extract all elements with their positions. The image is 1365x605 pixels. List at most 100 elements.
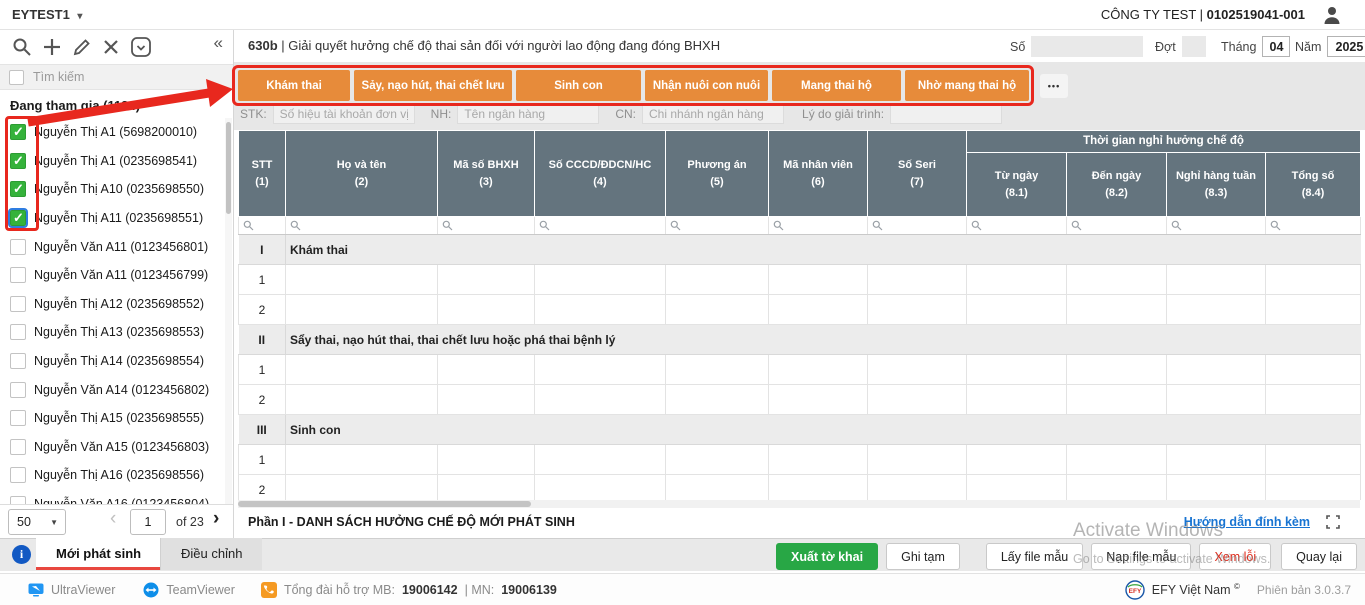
cell[interactable] xyxy=(534,384,666,416)
cn-input[interactable] xyxy=(642,104,785,124)
year-input[interactable] xyxy=(1327,36,1365,57)
cell[interactable] xyxy=(285,474,438,500)
filter-cell[interactable] xyxy=(1265,216,1361,236)
cell[interactable] xyxy=(1166,444,1266,476)
cell[interactable] xyxy=(285,264,438,296)
load-template-button[interactable]: Nạp file mẫu xyxy=(1091,543,1192,570)
cell[interactable] xyxy=(768,294,868,326)
list-item[interactable]: Nguyễn Thị A10 (0235698550) xyxy=(0,175,224,204)
cell[interactable] xyxy=(534,444,666,476)
save-draft-button[interactable]: Ghi tạm xyxy=(886,543,960,570)
add-icon[interactable] xyxy=(42,37,62,57)
checkbox-checked[interactable] xyxy=(10,152,26,169)
cell[interactable] xyxy=(437,474,535,500)
cell[interactable] xyxy=(665,444,769,476)
dot-input[interactable] xyxy=(1181,36,1206,57)
list-item[interactable]: Nguyễn Văn A14 (0123456802) xyxy=(0,375,224,404)
cell[interactable] xyxy=(285,354,438,386)
cell[interactable] xyxy=(768,444,868,476)
list-item[interactable]: Nguyễn Văn A11 (0123456801) xyxy=(0,232,224,261)
cell[interactable] xyxy=(1066,384,1167,416)
table-hscrollbar-thumb[interactable] xyxy=(238,501,531,507)
checkbox[interactable] xyxy=(10,496,26,504)
cell[interactable] xyxy=(1265,354,1361,386)
cell[interactable] xyxy=(534,264,666,296)
cell[interactable] xyxy=(1265,294,1361,326)
checkbox-checked[interactable] xyxy=(10,181,26,198)
cell[interactable] xyxy=(867,444,967,476)
cell[interactable] xyxy=(1166,354,1266,386)
filter-cell[interactable] xyxy=(238,216,286,236)
cell[interactable] xyxy=(966,384,1067,416)
cell[interactable] xyxy=(966,294,1067,326)
checkbox[interactable] xyxy=(10,467,26,484)
attachment-help-link[interactable]: Hướng dẫn đính kèm xyxy=(1183,515,1310,529)
ultraviewer-link[interactable]: UltraViewer xyxy=(28,583,115,597)
cell[interactable] xyxy=(285,294,438,326)
checkbox-checked[interactable] xyxy=(10,124,26,141)
cell[interactable] xyxy=(966,444,1067,476)
page-size-select[interactable]: 50 ▼ xyxy=(8,509,66,535)
stk-input[interactable] xyxy=(272,104,415,124)
cell[interactable] xyxy=(665,294,769,326)
cell[interactable] xyxy=(1265,474,1361,500)
teamviewer-link[interactable]: TeamViewer xyxy=(143,582,235,598)
collapse-sidebar-icon[interactable]: « xyxy=(213,33,223,52)
list-item[interactable]: Nguyễn Văn A15 (0123456803) xyxy=(0,433,224,462)
month-input[interactable] xyxy=(1262,36,1291,57)
list-item[interactable]: Nguyễn Thị A12 (0235698552) xyxy=(0,290,224,319)
filter-cell[interactable] xyxy=(534,216,666,236)
sidebar-scrollbar-thumb[interactable] xyxy=(226,122,231,214)
list-item[interactable]: Nguyễn Thị A11 (0235698551) xyxy=(0,204,224,233)
checkbox[interactable] xyxy=(10,381,26,398)
regime-button-nho-mang-thai-ho[interactable]: Nhờ mang thai hộ xyxy=(905,70,1029,101)
cell[interactable] xyxy=(1166,294,1266,326)
regime-button-sinh-con[interactable]: Sinh con xyxy=(516,70,641,101)
cell[interactable] xyxy=(966,354,1067,386)
cell[interactable] xyxy=(1265,444,1361,476)
filter-cell[interactable] xyxy=(437,216,535,236)
cell[interactable] xyxy=(665,384,769,416)
info-icon[interactable]: i xyxy=(12,545,31,564)
checkbox-checked-focused[interactable] xyxy=(8,208,28,229)
checkbox[interactable] xyxy=(10,353,26,370)
cell[interactable] xyxy=(534,474,666,500)
cell[interactable] xyxy=(1166,474,1266,500)
cell[interactable] xyxy=(437,384,535,416)
list-item[interactable]: Nguyễn Thị A1 (5698200010) xyxy=(0,118,224,147)
view-errors-button[interactable]: Xem lỗi xyxy=(1199,543,1272,570)
filter-cell[interactable] xyxy=(1066,216,1167,236)
get-template-button[interactable]: Lấy file mẫu xyxy=(985,543,1084,570)
nh-input[interactable] xyxy=(457,104,600,124)
tab-moi-phat-sinh[interactable]: Mới phát sinh xyxy=(36,538,162,570)
cell[interactable] xyxy=(867,294,967,326)
cell[interactable] xyxy=(966,264,1067,296)
cell[interactable] xyxy=(437,354,535,386)
delete-icon[interactable] xyxy=(102,38,120,56)
tab-dieu-chinh[interactable]: Điều chỉnh xyxy=(160,538,263,570)
filter-cell[interactable] xyxy=(285,216,438,236)
cell[interactable] xyxy=(437,294,535,326)
cell[interactable] xyxy=(768,384,868,416)
cell[interactable] xyxy=(867,354,967,386)
checkbox[interactable] xyxy=(10,295,26,312)
cell[interactable] xyxy=(768,474,868,500)
cell[interactable] xyxy=(768,354,868,386)
filter-cell[interactable] xyxy=(966,216,1067,236)
so-input[interactable] xyxy=(1031,36,1144,57)
cell[interactable] xyxy=(867,474,967,500)
search-all-checkbox[interactable] xyxy=(9,69,24,85)
list-item[interactable]: Nguyễn Văn A11 (0123456799) xyxy=(0,261,224,290)
dropdown-box-icon[interactable] xyxy=(130,36,152,58)
cell[interactable] xyxy=(285,384,438,416)
checkbox[interactable] xyxy=(10,238,26,255)
list-item[interactable]: Nguyễn Thị A15 (0235698555) xyxy=(0,404,224,433)
list-item[interactable]: Nguyễn Thị A1 (0235698541) xyxy=(0,147,224,176)
cell[interactable] xyxy=(768,264,868,296)
list-item[interactable]: Nguyễn Thị A14 (0235698554) xyxy=(0,347,224,376)
cell[interactable] xyxy=(665,264,769,296)
export-declaration-button[interactable]: Xuất tờ khai xyxy=(775,543,879,570)
filter-cell[interactable] xyxy=(1166,216,1266,236)
filter-cell[interactable] xyxy=(867,216,967,236)
cell[interactable] xyxy=(437,264,535,296)
